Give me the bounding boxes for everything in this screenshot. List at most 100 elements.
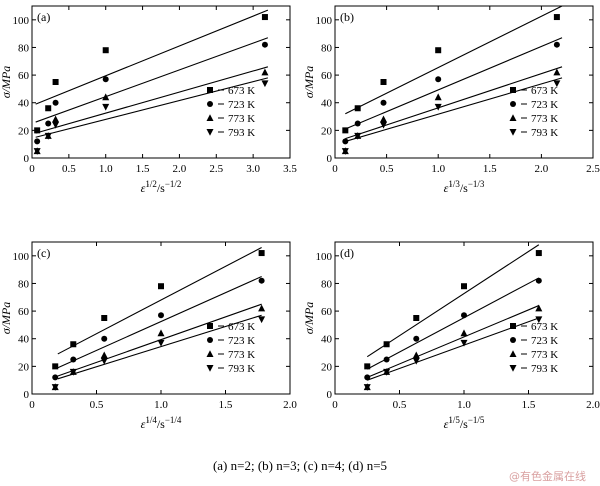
y-tick-label: 100: [13, 251, 30, 263]
x-tick-label: 0.5: [62, 163, 76, 175]
x-tick-label: 1.0: [457, 399, 471, 411]
x-tick-label: 1.0: [431, 163, 445, 175]
data-point: [34, 127, 41, 134]
fit-line: [35, 77, 269, 138]
legend: 673 K 723 K 773 K 793 K: [206, 321, 255, 375]
legend-marker: [206, 365, 214, 372]
data-point: [342, 127, 349, 134]
x-axis-label-part: −1/3: [468, 179, 485, 189]
series-2: [52, 276, 265, 381]
data-point: [460, 329, 468, 337]
x-tick-label: 2.0: [586, 399, 600, 411]
data-point: [380, 115, 388, 123]
data-point: [102, 76, 109, 83]
legend-marker: [509, 365, 517, 372]
data-point: [435, 47, 442, 54]
x-tick-label: 1.5: [219, 399, 233, 411]
legend-label: 673 K: [531, 85, 558, 97]
x-axis-label-part: 1/4: [145, 415, 157, 425]
panel-label: (d): [340, 246, 354, 260]
legend-label: 793 K: [228, 363, 255, 375]
legend-marker: [510, 323, 516, 329]
fit-line: [366, 244, 540, 358]
legend-marker: [207, 87, 213, 93]
x-axis-label-part: /s: [460, 417, 468, 431]
legend-label: 673 K: [228, 85, 255, 97]
x-axis-label: ε̇1/2/s−1/2: [141, 179, 182, 195]
x-axis-label-part: ε̇: [444, 417, 453, 431]
y-tick-label: 40: [18, 98, 30, 110]
legend-label: 673 K: [228, 321, 255, 333]
panel-label: (c): [37, 246, 50, 260]
data-point: [34, 138, 41, 145]
series-4: [341, 77, 563, 155]
fit-line: [35, 9, 269, 105]
y-tick-label: 100: [316, 15, 333, 27]
plot-frame: [31, 5, 291, 159]
y-tick-label: 0: [24, 389, 30, 401]
data-point: [435, 76, 442, 83]
watermark: @有色金属在线: [509, 470, 586, 483]
x-axis-label-part: /s: [157, 181, 165, 195]
data-point: [33, 148, 41, 155]
plot-frame: [334, 5, 594, 159]
legend-label: 723 K: [531, 335, 558, 347]
chart-panel-a: 0 0.5 1.0 1.5 2.0 2.5 3.0 3.5 0 20 40 60 80 100 (a) σ/M…: [0, 5, 297, 195]
fit-line: [345, 77, 563, 142]
x-tick-label: 3.0: [246, 163, 260, 175]
x-axis-label: ε̇1/3/s−1/3: [444, 179, 485, 195]
legend-marker: [207, 101, 213, 107]
y-tick-label: 40: [321, 98, 333, 110]
series-4: [33, 77, 269, 155]
series-3: [33, 66, 269, 155]
data-point: [258, 316, 266, 324]
fit-line: [57, 276, 262, 369]
legend-marker: [206, 129, 214, 136]
data-point: [383, 356, 390, 363]
data-point: [461, 283, 467, 290]
data-point: [158, 283, 164, 290]
series-3: [363, 304, 543, 391]
x-axis-label: ε̇1/4/s−1/4: [141, 415, 182, 431]
fit-line: [367, 305, 540, 378]
legend: 673 K 723 K 773 K 793 K: [206, 85, 255, 139]
data-point: [434, 93, 442, 101]
series-1: [364, 244, 542, 370]
data-point: [52, 374, 59, 381]
data-point: [261, 80, 269, 88]
legend-marker: [207, 323, 213, 329]
y-tick-label: 40: [18, 334, 30, 346]
x-tick-label: 2.0: [173, 163, 187, 175]
legend: 673 K 723 K 773 K 793 K: [509, 321, 558, 375]
data-point: [412, 351, 420, 359]
y-tick-label: 20: [321, 361, 333, 373]
panel-label: (a): [37, 10, 50, 24]
x-axis-label: ε̇1/5/s−1/5: [444, 415, 485, 431]
legend-marker: [510, 87, 516, 93]
legend-marker: [509, 129, 517, 136]
fit-line: [57, 314, 262, 380]
figure-canvas: 0 0.5 1.0 1.5 2.0 2.5 3.0 3.5 0 20 40 60 80 100 (a) σ/M…: [0, 5, 600, 431]
x-tick-label: 0: [29, 163, 35, 175]
data-point: [413, 315, 420, 321]
series-1: [34, 9, 269, 134]
fit-line: [345, 37, 563, 130]
data-point: [69, 368, 77, 376]
x-tick-label: 1.0: [154, 399, 168, 411]
y-axis-label: σ/MPa: [0, 66, 13, 99]
x-tick-label: 0.5: [393, 399, 407, 411]
data-point: [261, 68, 269, 76]
y-tick-label: 0: [24, 153, 30, 165]
x-tick-label: 2.0: [283, 399, 297, 411]
chart-panel-b: 0 0.5 1.0 1.5 2.0 2.5 0 20 40 60 80 100 (b) σ/MPa ε̇1/…: [302, 5, 600, 195]
legend-label: 723 K: [228, 99, 255, 111]
x-tick-label: 0: [29, 399, 35, 411]
data-point: [70, 341, 77, 348]
y-tick-label: 100: [316, 251, 333, 263]
data-point: [460, 339, 468, 347]
x-axis-label-part: −1/5: [468, 415, 485, 425]
data-point: [553, 41, 560, 48]
legend-label: 773 K: [228, 113, 255, 125]
data-point: [380, 99, 387, 106]
data-point: [158, 312, 164, 319]
